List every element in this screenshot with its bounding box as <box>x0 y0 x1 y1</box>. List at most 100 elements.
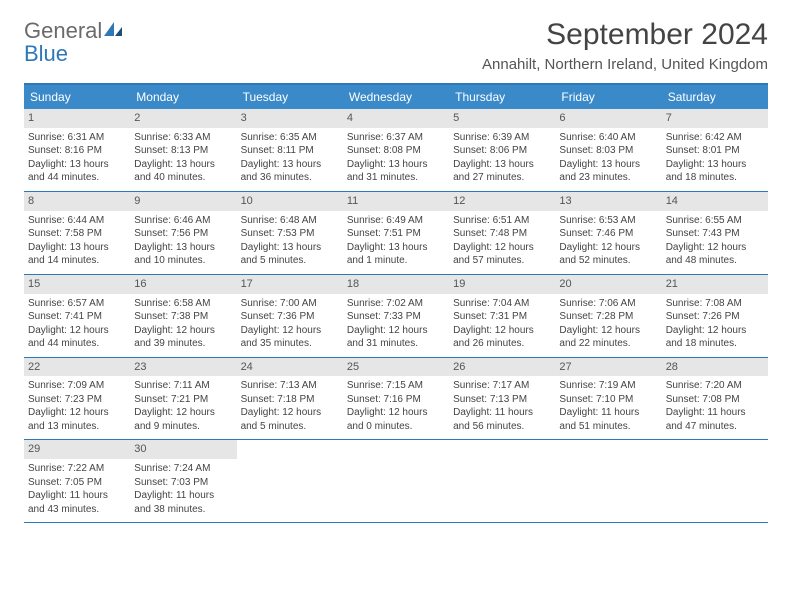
day-header: Wednesday <box>343 85 449 109</box>
daylight-text: Daylight: 13 hours and 44 minutes. <box>28 158 126 185</box>
sunrise-text: Sunrise: 7:15 AM <box>347 379 445 393</box>
sunset-text: Sunset: 7:26 PM <box>666 310 764 324</box>
sunrise-text: Sunrise: 6:31 AM <box>28 131 126 145</box>
sunset-text: Sunset: 7:16 PM <box>347 393 445 407</box>
sunrise-text: Sunrise: 6:39 AM <box>453 131 551 145</box>
date-number: 12 <box>449 192 555 211</box>
sunset-text: Sunset: 8:08 PM <box>347 144 445 158</box>
day-cell: 8Sunrise: 6:44 AMSunset: 7:58 PMDaylight… <box>24 192 130 274</box>
sunset-text: Sunset: 7:46 PM <box>559 227 657 241</box>
day-cell: 26Sunrise: 7:17 AMSunset: 7:13 PMDayligh… <box>449 358 555 440</box>
sunrise-text: Sunrise: 7:20 AM <box>666 379 764 393</box>
day-header-row: SundayMondayTuesdayWednesdayThursdayFrid… <box>24 85 768 109</box>
date-number: 23 <box>130 358 236 377</box>
date-number: 20 <box>555 275 661 294</box>
location: Annahilt, Northern Ireland, United Kingd… <box>482 56 768 73</box>
sunrise-text: Sunrise: 7:00 AM <box>241 297 339 311</box>
day-cell: 29Sunrise: 7:22 AMSunset: 7:05 PMDayligh… <box>24 440 130 522</box>
sunset-text: Sunset: 7:21 PM <box>134 393 232 407</box>
daylight-text: Daylight: 12 hours and 0 minutes. <box>347 406 445 433</box>
sunset-text: Sunset: 7:13 PM <box>453 393 551 407</box>
day-header: Saturday <box>662 85 768 109</box>
date-number: 19 <box>449 275 555 294</box>
daylight-text: Daylight: 11 hours and 56 minutes. <box>453 406 551 433</box>
sunset-text: Sunset: 7:18 PM <box>241 393 339 407</box>
date-number: 8 <box>24 192 130 211</box>
sunset-text: Sunset: 8:11 PM <box>241 144 339 158</box>
sunset-text: Sunset: 7:36 PM <box>241 310 339 324</box>
date-number: 5 <box>449 109 555 128</box>
sunset-text: Sunset: 7:03 PM <box>134 476 232 490</box>
sunset-text: Sunset: 7:08 PM <box>666 393 764 407</box>
sunrise-text: Sunrise: 6:46 AM <box>134 214 232 228</box>
day-cell: 7Sunrise: 6:42 AMSunset: 8:01 PMDaylight… <box>662 109 768 191</box>
date-number: 15 <box>24 275 130 294</box>
day-header: Monday <box>130 85 236 109</box>
date-number: 9 <box>130 192 236 211</box>
sunset-text: Sunset: 7:58 PM <box>28 227 126 241</box>
day-cell: 23Sunrise: 7:11 AMSunset: 7:21 PMDayligh… <box>130 358 236 440</box>
sunset-text: Sunset: 7:41 PM <box>28 310 126 324</box>
date-number: 26 <box>449 358 555 377</box>
sunrise-text: Sunrise: 7:13 AM <box>241 379 339 393</box>
sunset-text: Sunset: 7:05 PM <box>28 476 126 490</box>
sunrise-text: Sunrise: 6:40 AM <box>559 131 657 145</box>
logo-text: General Blue <box>24 18 124 65</box>
day-header: Sunday <box>24 85 130 109</box>
date-number: 17 <box>237 275 343 294</box>
day-cell: 30Sunrise: 7:24 AMSunset: 7:03 PMDayligh… <box>130 440 236 522</box>
logo-general: General <box>24 18 102 43</box>
day-cell: 1Sunrise: 6:31 AMSunset: 8:16 PMDaylight… <box>24 109 130 191</box>
daylight-text: Daylight: 13 hours and 10 minutes. <box>134 241 232 268</box>
sunset-text: Sunset: 7:38 PM <box>134 310 232 324</box>
daylight-text: Daylight: 12 hours and 9 minutes. <box>134 406 232 433</box>
header: General Blue September 2024 Annahilt, No… <box>24 18 768 73</box>
sunset-text: Sunset: 8:03 PM <box>559 144 657 158</box>
sunset-text: Sunset: 7:56 PM <box>134 227 232 241</box>
daylight-text: Daylight: 13 hours and 27 minutes. <box>453 158 551 185</box>
sunrise-text: Sunrise: 7:19 AM <box>559 379 657 393</box>
sunrise-text: Sunrise: 6:44 AM <box>28 214 126 228</box>
date-number: 14 <box>662 192 768 211</box>
sunset-text: Sunset: 8:13 PM <box>134 144 232 158</box>
day-cell: 10Sunrise: 6:48 AMSunset: 7:53 PMDayligh… <box>237 192 343 274</box>
daylight-text: Daylight: 13 hours and 18 minutes. <box>666 158 764 185</box>
sail-icon <box>102 20 124 38</box>
sunrise-text: Sunrise: 7:06 AM <box>559 297 657 311</box>
daylight-text: Daylight: 13 hours and 5 minutes. <box>241 241 339 268</box>
daylight-text: Daylight: 12 hours and 26 minutes. <box>453 324 551 351</box>
sunset-text: Sunset: 7:43 PM <box>666 227 764 241</box>
daylight-text: Daylight: 12 hours and 22 minutes. <box>559 324 657 351</box>
month-title: September 2024 <box>482 18 768 52</box>
date-number: 4 <box>343 109 449 128</box>
day-cell: 3Sunrise: 6:35 AMSunset: 8:11 PMDaylight… <box>237 109 343 191</box>
date-number: 24 <box>237 358 343 377</box>
sunrise-text: Sunrise: 6:37 AM <box>347 131 445 145</box>
day-cell: 17Sunrise: 7:00 AMSunset: 7:36 PMDayligh… <box>237 275 343 357</box>
date-number: 27 <box>555 358 661 377</box>
day-cell: 27Sunrise: 7:19 AMSunset: 7:10 PMDayligh… <box>555 358 661 440</box>
week-row: 8 Sunrise: 6:44 AMSunset: 7:58 PM Daylight… <box>24 192 768 275</box>
sunrise-text: Sunrise: 6:49 AM <box>347 214 445 228</box>
date-number: 11 <box>343 192 449 211</box>
daylight-text: Daylight: 11 hours and 51 minutes. <box>559 406 657 433</box>
day-cell: 20Sunrise: 7:06 AMSunset: 7:28 PMDayligh… <box>555 275 661 357</box>
daylight-text: Daylight: 11 hours and 38 minutes. <box>134 489 232 516</box>
sunrise-text: Sunrise: 6:51 AM <box>453 214 551 228</box>
daylight-text: Daylight: 12 hours and 39 minutes. <box>134 324 232 351</box>
date-number: 2 <box>130 109 236 128</box>
date-number: 18 <box>343 275 449 294</box>
sunrise-text: Sunrise: 7:09 AM <box>28 379 126 393</box>
week-row: 1Sunrise: 6:31 AMSunset: 8:16 PMDaylight… <box>24 109 768 192</box>
day-cell <box>555 440 661 522</box>
day-cell: 16Sunrise: 6:58 AMSunset: 7:38 PMDayligh… <box>130 275 236 357</box>
daylight-text: Daylight: 12 hours and 44 minutes. <box>28 324 126 351</box>
day-cell: 14Sunrise: 6:55 AMSunset: 7:43 PMDayligh… <box>662 192 768 274</box>
sunset-text: Sunset: 7:31 PM <box>453 310 551 324</box>
sunrise-text: Sunrise: 7:08 AM <box>666 297 764 311</box>
day-cell: 9 Sunrise: 6:46 AMSunset: 7:56 PMDaylight… <box>130 192 236 274</box>
day-cell: 2Sunrise: 6:33 AMSunset: 8:13 PMDaylight… <box>130 109 236 191</box>
date-number: 10 <box>237 192 343 211</box>
sunset-text: Sunset: 7:48 PM <box>453 227 551 241</box>
day-cell: 18Sunrise: 7:02 AMSunset: 7:33 PMDayligh… <box>343 275 449 357</box>
